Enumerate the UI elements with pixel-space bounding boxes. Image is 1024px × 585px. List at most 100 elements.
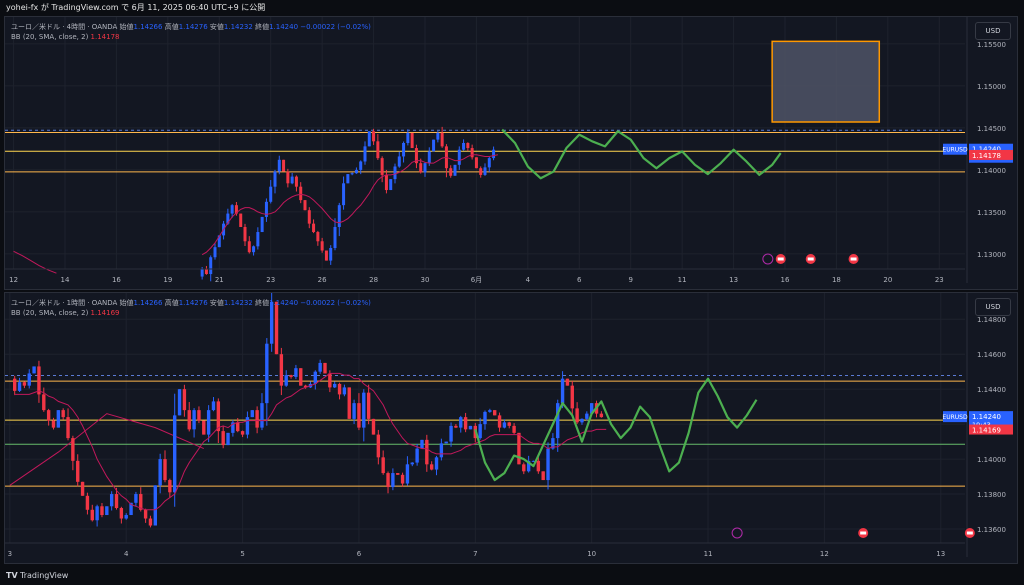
candle — [439, 443, 444, 458]
candle — [362, 392, 366, 428]
candle — [318, 362, 322, 372]
candle — [284, 375, 288, 386]
candle — [589, 403, 594, 414]
change-value: −0.00022 (−0.02%) — [300, 23, 371, 31]
candle — [209, 257, 213, 275]
candle — [80, 481, 85, 496]
tradingview-logo-icon[interactable]: TV — [6, 571, 18, 580]
time-tick-label: 4 — [124, 550, 129, 558]
candle — [76, 460, 80, 482]
currency-button[interactable]: USD — [975, 22, 1011, 40]
candle — [51, 420, 56, 428]
candle — [507, 422, 511, 426]
candle — [329, 248, 333, 261]
candle — [599, 413, 604, 418]
candle — [56, 410, 61, 428]
time-tick-label: 6 — [357, 550, 362, 558]
time-tick-label: 3 — [8, 550, 12, 558]
chart-1h[interactable]: 1.148001.146001.144001.142001.140001.138… — [5, 293, 1017, 563]
candle — [410, 132, 414, 149]
candle — [316, 232, 320, 242]
price-tick-label: 1.13000 — [977, 251, 1006, 259]
candle — [423, 163, 427, 173]
candle — [449, 168, 453, 176]
candle — [415, 448, 419, 463]
symbol-badge-label: EURUSD — [942, 414, 968, 421]
candle — [204, 269, 208, 275]
candle — [354, 169, 358, 174]
candle — [22, 382, 27, 386]
candle — [294, 176, 298, 187]
candle — [299, 186, 303, 201]
indicator-value: 1.14178 — [90, 33, 120, 41]
tradingview-brand[interactable]: TradingView — [20, 571, 69, 580]
candle — [381, 457, 385, 474]
candle — [468, 425, 473, 430]
candle — [168, 480, 172, 493]
time-tick-label: 13 — [936, 550, 945, 558]
publish-header: yohei-fx が TradingView.com で 6月 11, 2025… — [0, 0, 1024, 16]
candle — [479, 168, 483, 175]
candle — [239, 213, 243, 227]
close-value: 1.14240 — [269, 23, 299, 31]
symbol-badge — [943, 143, 967, 155]
price-tick-label: 1.15500 — [977, 41, 1006, 49]
candle — [230, 205, 234, 214]
chart-legend: ユーロ／米ドル · 4時間 · OANDA 始値1.14266 高値1.1427… — [11, 22, 371, 32]
candle — [279, 354, 284, 386]
candle — [260, 403, 264, 428]
candle — [95, 506, 99, 521]
candle — [303, 200, 307, 211]
candle — [393, 166, 397, 180]
candle — [294, 368, 298, 377]
candle — [396, 473, 400, 475]
candle — [333, 227, 337, 248]
candle — [32, 366, 36, 374]
candle — [575, 408, 579, 423]
candle — [134, 494, 138, 503]
event-flash-icon — [762, 253, 774, 265]
event-flag-icon — [777, 257, 784, 261]
candle — [391, 473, 395, 488]
indicator-legend[interactable]: BB (20, SMA, close, 2) 1.14178 — [11, 33, 120, 41]
time-tick-label: 30 — [421, 276, 430, 284]
candle — [177, 389, 182, 416]
candle — [457, 149, 461, 165]
chart-panel-4h[interactable]: 1.15500 1.15000 1.14500 1.14000 1.13500 1.130… — [4, 16, 1018, 290]
time-tick-label: 26 — [318, 276, 327, 284]
chart-4h[interactable]: 1.15500 1.15000 1.14500 1.14000 1.13500 1.130… — [5, 17, 1017, 289]
candle — [342, 387, 347, 395]
chart-panel-1h[interactable]: 1.148001.146001.144001.142001.140001.138… — [4, 292, 1018, 564]
candle — [406, 132, 410, 143]
candle — [419, 163, 423, 173]
candle — [546, 448, 550, 481]
candle — [27, 373, 31, 386]
candle — [384, 174, 388, 191]
candle — [221, 431, 225, 446]
currency-button[interactable]: USD — [975, 298, 1011, 316]
candle — [66, 417, 70, 439]
time-tick-label: 5 — [240, 550, 244, 558]
indicator-value: 1.14169 — [90, 309, 120, 317]
candle — [400, 474, 405, 484]
candle — [216, 401, 221, 432]
candle — [226, 432, 230, 446]
candle — [226, 213, 230, 224]
candle — [265, 343, 269, 404]
candle — [289, 375, 293, 377]
indicator-legend[interactable]: BB (20, SMA, close, 2) 1.14169 — [11, 309, 120, 317]
time-tick-label: 23 — [266, 276, 275, 284]
candle — [493, 410, 497, 416]
candle — [320, 241, 324, 251]
candle — [71, 438, 75, 461]
candle — [376, 141, 380, 159]
low-value: 1.14232 — [223, 299, 253, 307]
candle — [502, 422, 507, 428]
candle — [350, 173, 354, 175]
price-tick-label: 1.15000 — [977, 83, 1006, 91]
candle — [397, 156, 401, 167]
candle — [410, 462, 414, 465]
candle — [90, 509, 94, 521]
time-tick-label: 10 — [587, 550, 596, 558]
candle — [357, 403, 361, 428]
